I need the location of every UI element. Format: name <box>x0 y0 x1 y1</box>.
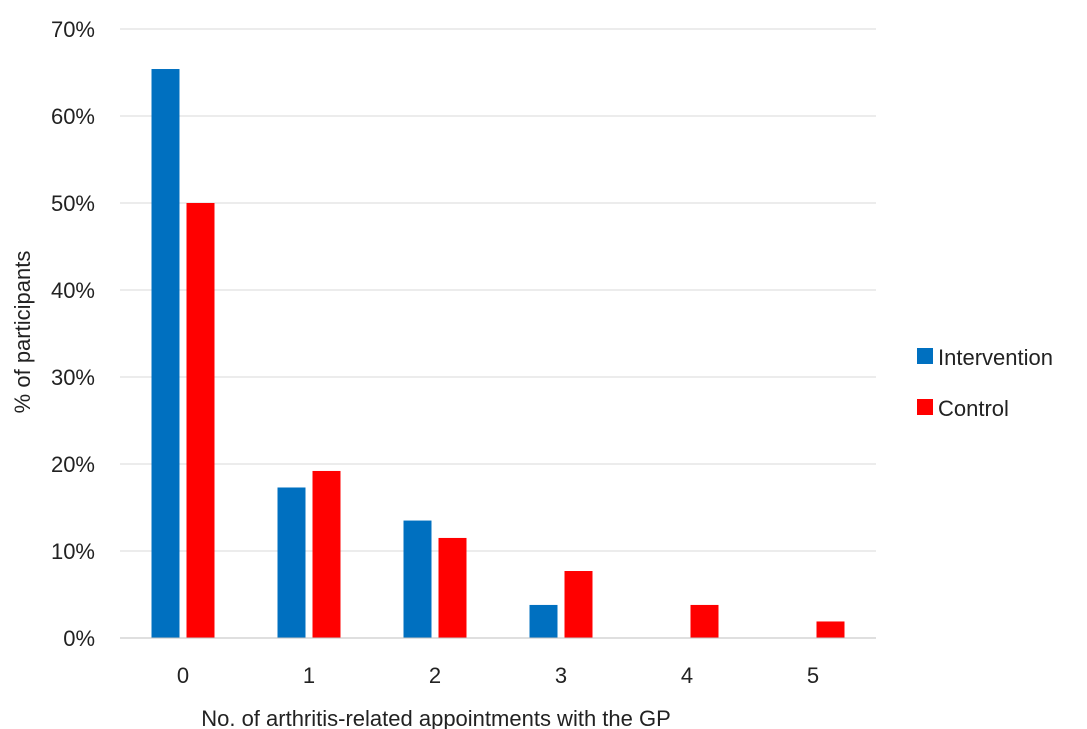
y-tick-label: 50% <box>51 191 95 216</box>
y-tick-label: 10% <box>51 539 95 564</box>
x-tick-label: 3 <box>555 663 567 688</box>
bar-intervention-1 <box>277 487 306 638</box>
y-tick-label: 40% <box>51 278 95 303</box>
y-tick-label: 70% <box>51 17 95 42</box>
y-tick-label: 30% <box>51 365 95 390</box>
bar-intervention-3 <box>529 604 558 638</box>
x-axis-ticks: 0 1 2 3 4 5 <box>177 663 819 688</box>
y-tick-label: 0% <box>63 626 95 651</box>
legend-swatch-intervention <box>917 348 933 364</box>
legend-label-intervention: Intervention <box>938 345 1053 370</box>
y-axis-ticks: 0% 10% 20% 30% 40% 50% 60% 70% <box>51 17 95 651</box>
legend-swatch-control <box>917 399 933 415</box>
x-tick-label: 0 <box>177 663 189 688</box>
y-axis-label: % of participants <box>10 251 35 414</box>
bar-control-2 <box>438 537 467 638</box>
bar-control-5 <box>816 621 845 638</box>
x-tick-label: 5 <box>807 663 819 688</box>
bar-control-0 <box>186 203 215 638</box>
bar-control-3 <box>564 571 593 638</box>
x-tick-label: 2 <box>429 663 441 688</box>
bars <box>151 69 845 638</box>
gridlines <box>120 28 876 552</box>
bar-control-1 <box>312 470 341 638</box>
x-tick-label: 1 <box>303 663 315 688</box>
legend: Intervention Control <box>917 345 1053 421</box>
bar-control-4 <box>690 604 719 638</box>
legend-label-control: Control <box>938 396 1009 421</box>
x-tick-label: 4 <box>681 663 693 688</box>
y-tick-label: 20% <box>51 452 95 477</box>
bar-intervention-2 <box>403 520 432 638</box>
x-axis-label: No. of arthritis-related appointments wi… <box>201 706 671 729</box>
y-tick-label: 60% <box>51 104 95 129</box>
bar-intervention-0 <box>151 69 180 638</box>
